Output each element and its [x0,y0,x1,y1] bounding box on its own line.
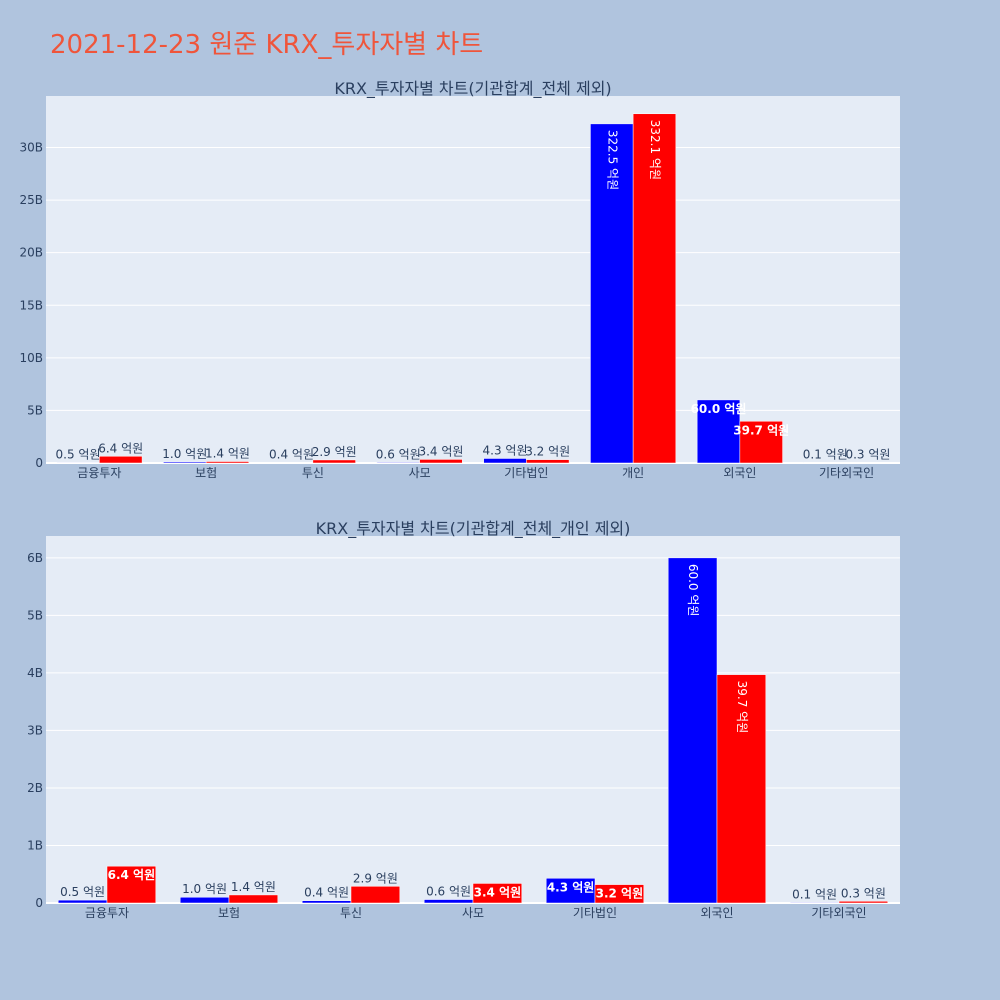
x-tick-label: 금융투자 [85,906,129,920]
x-tick-label: 보험 [218,906,240,920]
data-label: 0.6 억원 [376,447,421,461]
bar [716,674,767,904]
bar [163,461,207,464]
bar [228,894,279,904]
data-label: 4.3 억원 [547,880,595,894]
bar [301,900,352,904]
data-label: 3.4 억원 [418,444,463,458]
bar [106,865,157,904]
y-tick-label: 1B [27,838,43,852]
bar [789,902,840,904]
data-label: 3.2 억원 [525,445,570,459]
data-label: 0.3 억원 [845,448,890,462]
data-label: 6.4 억원 [98,441,143,455]
bar [632,113,677,464]
data-label: 3.4 억원 [474,885,522,899]
bar [99,456,143,464]
data-label: 0.5 억원 [60,885,105,899]
bar [423,899,474,904]
bar [803,462,847,464]
data-label: 2.9 억원 [312,445,357,459]
data-label: 0.6 억원 [426,885,471,899]
chart-1: 0 5B 10B 15B 20B 25B 30B KRX_투자자별 차트(기관합계_전체 제외… [19,79,900,480]
chart-2: 0 1B 2B 3B 4B 5B 6B KRX_투자자별 차트(기관합계_전체_개인 제외) 금… [27,519,900,920]
y-tick-label: 5B [27,403,43,417]
data-label: 6.4 억원 [108,868,156,882]
x-tick-label: 기타법인 [573,906,617,920]
y-tick-label: 2B [27,781,43,795]
bar [594,884,645,904]
bar [739,421,783,464]
bar [376,462,420,464]
x-tick-label: 외국인 [723,466,756,480]
data-label: 1.0 억원 [182,882,227,896]
y-tick-label: 6B [27,551,43,565]
data-label: 2.9 억원 [353,871,398,885]
bar [205,461,250,464]
y-tick-label: 20B [19,246,43,260]
bar [483,458,527,464]
data-label: 0.1 억원 [792,887,837,901]
data-label: 0.4 억원 [269,448,314,462]
x-tick-label: 기타외국인 [811,906,866,920]
data-label: 60.0 억원 [691,402,747,416]
data-label: 1.4 억원 [205,447,250,461]
chart-title: KRX_투자자별 차트(기관합계_전체 제외) [334,79,611,99]
y-tick-label: 15B [19,298,43,312]
data-label: 60.0 억원 [686,564,700,617]
x-tick-label: 보험 [195,466,217,480]
bar [846,462,890,464]
x-tick-label: 기타법인 [504,466,548,480]
page-title: 2021-12-23 원준 KRX_투자자별 차트 [50,30,484,60]
x-tick-label: 외국인 [700,906,733,920]
plot-area [46,536,900,903]
y-tick-label: 25B [19,193,43,207]
data-label: 39.7 억원 [735,681,749,734]
bar [419,459,463,464]
data-label: 4.3 억원 [483,443,528,457]
data-label: 39.7 억원 [733,423,789,437]
y-tick-label: 0 [35,896,43,910]
bar [545,878,596,904]
bar [312,459,356,464]
data-label: 1.4 억원 [231,880,276,894]
y-tick-label: 0 [35,456,43,470]
y-tick-label: 30B [19,141,43,155]
data-label: 3.2 억원 [596,887,644,901]
y-tick-label: 10B [19,351,43,365]
bar [179,896,230,904]
bar [696,399,741,464]
bar [269,462,314,464]
data-label: 1.0 억원 [162,447,207,461]
y-tick-label: 4B [27,666,43,680]
bar [838,901,889,904]
x-tick-label: 금융투자 [77,466,121,480]
data-label: 332.1 억원 [648,120,662,180]
plot-area [46,96,900,463]
x-tick-label: 사모 [462,906,484,920]
data-label: 0.4 억원 [304,886,349,900]
bar [472,883,523,904]
x-tick-label: 투신 [302,466,324,480]
x-tick-label: 투신 [340,906,362,920]
data-label: 322.5 억원 [605,130,619,190]
data-label: 0.3 억원 [841,886,886,900]
x-tick-label: 기타외국인 [819,466,874,480]
data-label: 0.5 억원 [56,447,101,461]
y-tick-label: 3B [27,723,43,737]
bar [56,462,100,464]
chart-title: KRX_투자자별 차트(기관합계_전체_개인 제외) [316,519,631,539]
bar [590,123,634,464]
bar [526,459,570,464]
bar [667,557,718,904]
bar [57,899,108,904]
x-tick-label: 개인 [622,466,644,480]
x-tick-label: 사모 [409,466,431,480]
y-tick-label: 5B [27,608,43,622]
data-label: 0.1 억원 [803,448,848,462]
bar [350,886,401,904]
